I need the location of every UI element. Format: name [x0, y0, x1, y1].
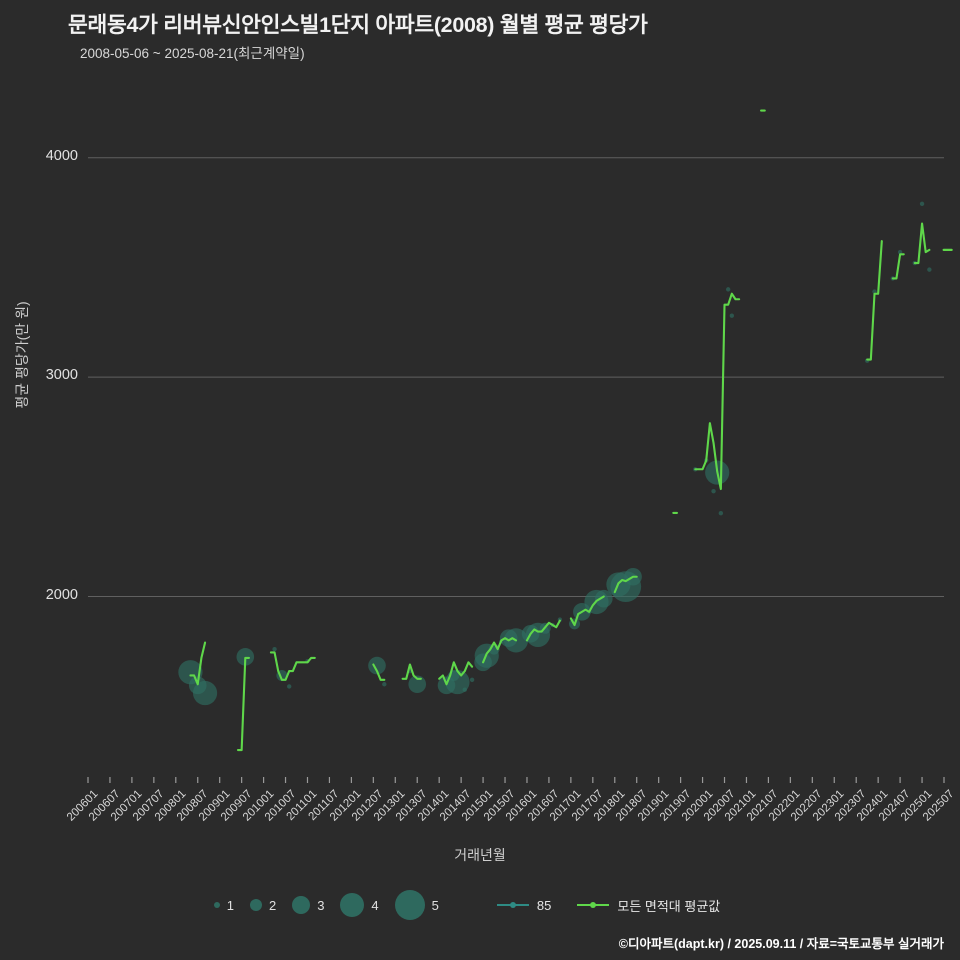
legend-size-label: 3 — [317, 897, 325, 913]
bubble-point — [382, 682, 387, 687]
bubble-point — [286, 684, 292, 689]
bubble-point — [192, 680, 218, 706]
series-average-line — [189, 109, 953, 752]
x-ticks — [87, 777, 945, 783]
legend-size-item: 5 — [394, 890, 439, 920]
bubble-point — [872, 289, 877, 294]
legend-size-item: 3 — [292, 896, 324, 914]
legend-size-label: 4 — [371, 897, 379, 913]
legend-bubble-icon — [340, 893, 365, 917]
bubble-point — [462, 687, 467, 692]
gridlines — [88, 157, 944, 597]
average-line-segment — [236, 656, 251, 752]
page-subtitle: 2008-05-06 ~ 2025-08-21(최근계약일) — [80, 46, 305, 61]
legend-series-item[interactable]: 85 — [496, 897, 552, 913]
legend-size-item: 2 — [249, 897, 277, 913]
legend-bubble-icon — [292, 896, 311, 914]
bubble-point — [919, 201, 925, 207]
bubble-point — [408, 675, 427, 694]
legend-size-item: 4 — [340, 893, 379, 917]
legend-bubble-icon — [213, 902, 220, 908]
x-axis-title: 거래년월 — [454, 847, 506, 863]
average-line-segment — [189, 641, 207, 686]
average-line-segment — [525, 619, 561, 642]
average-line-segment — [438, 661, 474, 686]
average-line-segment — [913, 222, 931, 265]
average-line-segment — [569, 595, 605, 627]
average-line-segment — [269, 651, 316, 681]
bubble-point — [718, 510, 724, 516]
average-line-segment — [891, 253, 905, 280]
legend-series-label: 모든 면적대 평균값 — [617, 898, 721, 914]
bubble-point — [368, 656, 386, 675]
average-line-segment — [694, 292, 741, 491]
legend-line-icon — [496, 899, 529, 911]
legend-size-label: 1 — [226, 897, 234, 913]
average-line-segment — [482, 637, 518, 664]
bubble-point — [725, 287, 731, 292]
bubble-point — [927, 267, 932, 272]
page-title: 문래동4가 리버뷰신안인스빌1단지 아파트(2008) 월별 평균 평당가 — [68, 13, 648, 37]
legend-size-label: 2 — [268, 897, 277, 913]
average-line-segment — [401, 663, 422, 680]
average-line-segment — [866, 240, 883, 361]
bubble-point — [469, 677, 475, 683]
y-tick-label: 2000 — [45, 586, 78, 603]
bubble-point — [272, 646, 277, 652]
legend-series-label: 85 — [536, 897, 552, 913]
legend-size-label: 5 — [431, 897, 439, 913]
bubble-point — [711, 489, 716, 494]
bubble-point — [594, 589, 613, 608]
average-line-segment — [372, 663, 386, 681]
average-line-segment — [613, 575, 638, 594]
chart-legend: 1 2 3 4 5 85 모든 면적대 평균값 — [0, 890, 960, 920]
legend-bubble-icon — [394, 890, 425, 920]
footer-credit: ©디아파트(dapt.kr) / 2025.09.11 / 자료=국토교통부 실… — [618, 937, 944, 951]
bubble-point — [236, 648, 255, 666]
legend-series-item[interactable]: 모든 면적대 평균값 — [577, 896, 720, 915]
y-tick-label: 4000 — [45, 147, 78, 164]
legend-size-item: 1 — [213, 897, 234, 913]
legend-bubble-icon — [249, 899, 262, 911]
y-axis-title: 평균 평당가(만 원) — [14, 301, 30, 409]
bubble-point — [897, 249, 903, 255]
bubble-point — [729, 313, 735, 318]
legend-line-icon — [577, 899, 610, 911]
series-85-bubbles — [178, 201, 932, 706]
y-tick-label: 3000 — [45, 367, 78, 384]
